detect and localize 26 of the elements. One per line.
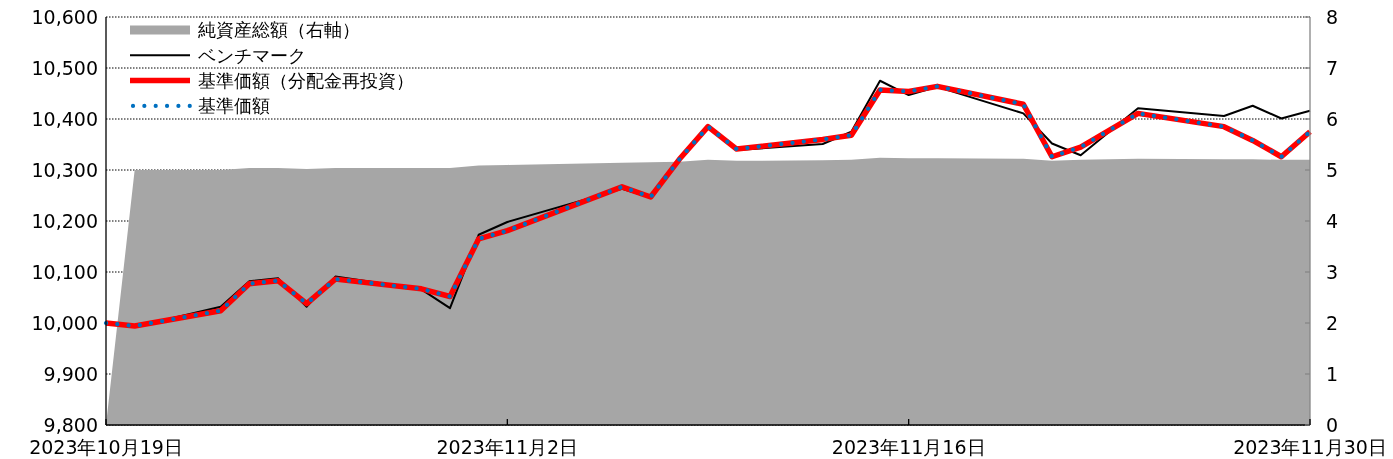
y-tick-label: 10,600	[31, 5, 98, 28]
y-tick-label: 9,900	[43, 362, 98, 385]
y2-tick-label: 5	[1326, 158, 1339, 181]
y-tick-label: 10,000	[31, 311, 98, 334]
y-tick-label: 10,400	[31, 107, 98, 130]
y2-tick-label: 6	[1326, 107, 1339, 130]
y-tick-label: 10,100	[31, 260, 98, 283]
y2-tick-label: 4	[1326, 209, 1339, 232]
legend-label: 純資産総額（右軸）	[198, 19, 360, 41]
legend-label: 基準価額	[198, 95, 270, 117]
y-tick-label: 10,500	[31, 56, 98, 79]
x-tick-label: 2023年10月19日	[29, 436, 183, 458]
legend-label: 基準価額（分配金再投資）	[198, 70, 414, 92]
y2-tick-label: 8	[1326, 5, 1339, 28]
y2-tick-label: 2	[1326, 311, 1339, 334]
y2-tick-label: 7	[1326, 56, 1339, 79]
y-tick-label: 9,800	[43, 413, 98, 436]
y2-tick-label: 0	[1326, 413, 1339, 436]
y-tick-label: 10,300	[31, 158, 98, 181]
y2-tick-label: 3	[1326, 260, 1339, 283]
x-tick-label: 2023年11月30日	[1233, 436, 1387, 458]
legend-label: ベンチマーク	[198, 44, 306, 66]
y2-tick-label: 1	[1326, 362, 1339, 385]
x-tick-label: 2023年11月16日	[831, 436, 986, 458]
x-tick-label: 2023年11月2日	[436, 436, 579, 458]
y-tick-label: 10,200	[31, 209, 98, 232]
